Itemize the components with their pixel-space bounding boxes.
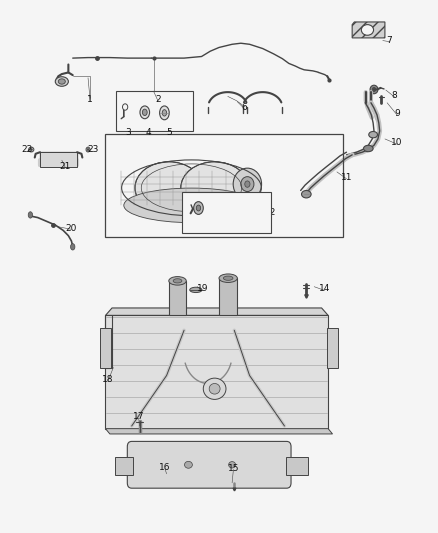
Text: 8: 8 — [392, 91, 397, 100]
Text: 18: 18 — [102, 375, 114, 384]
Ellipse shape — [162, 110, 166, 116]
Ellipse shape — [28, 147, 34, 152]
Bar — [100, 328, 111, 368]
Ellipse shape — [203, 378, 226, 399]
Ellipse shape — [196, 205, 201, 211]
Ellipse shape — [87, 149, 89, 151]
Bar — [182, 191, 272, 233]
Polygon shape — [106, 308, 328, 316]
Text: 4: 4 — [145, 128, 151, 137]
Ellipse shape — [142, 109, 147, 116]
Ellipse shape — [135, 162, 203, 214]
Text: 21: 21 — [60, 162, 71, 171]
Text: 22: 22 — [21, 145, 32, 154]
Ellipse shape — [28, 212, 32, 218]
Bar — [40, 152, 77, 166]
Bar — [115, 457, 133, 475]
Ellipse shape — [241, 176, 254, 191]
Ellipse shape — [370, 85, 378, 94]
Polygon shape — [106, 429, 332, 434]
Text: 19: 19 — [221, 199, 232, 208]
Polygon shape — [352, 22, 385, 38]
Ellipse shape — [181, 162, 248, 214]
Text: 12: 12 — [265, 208, 276, 217]
Text: 10: 10 — [392, 138, 403, 147]
Ellipse shape — [173, 279, 182, 283]
Ellipse shape — [301, 190, 311, 198]
Ellipse shape — [194, 201, 203, 214]
Ellipse shape — [219, 274, 237, 282]
Ellipse shape — [184, 462, 192, 469]
Ellipse shape — [86, 147, 90, 152]
Text: 16: 16 — [159, 463, 171, 472]
Ellipse shape — [124, 188, 259, 223]
FancyBboxPatch shape — [127, 441, 291, 488]
Text: 14: 14 — [319, 284, 330, 293]
Bar — [327, 328, 338, 368]
Ellipse shape — [55, 77, 68, 86]
Ellipse shape — [209, 383, 220, 394]
Text: 11: 11 — [341, 173, 352, 182]
Bar — [286, 457, 307, 475]
Text: 9: 9 — [394, 109, 400, 118]
Ellipse shape — [58, 79, 65, 84]
Ellipse shape — [223, 276, 233, 280]
Bar — [117, 91, 193, 131]
Ellipse shape — [372, 87, 376, 92]
Text: 7: 7 — [386, 36, 392, 45]
Ellipse shape — [233, 168, 261, 200]
Text: 23: 23 — [88, 145, 99, 154]
Text: 20: 20 — [66, 224, 77, 233]
Ellipse shape — [190, 287, 202, 293]
Ellipse shape — [71, 244, 75, 250]
Text: 15: 15 — [228, 464, 239, 473]
Text: 19: 19 — [197, 284, 208, 293]
Ellipse shape — [361, 25, 374, 35]
Ellipse shape — [30, 149, 32, 151]
Ellipse shape — [229, 462, 236, 468]
Bar — [219, 278, 237, 316]
Text: 2: 2 — [155, 94, 161, 103]
Bar — [106, 134, 343, 237]
Ellipse shape — [169, 277, 186, 285]
Ellipse shape — [369, 132, 378, 138]
Text: 1: 1 — [87, 94, 93, 103]
Ellipse shape — [245, 181, 250, 187]
Text: 5: 5 — [166, 128, 172, 137]
Ellipse shape — [123, 104, 128, 110]
Polygon shape — [106, 316, 328, 429]
Ellipse shape — [140, 106, 150, 119]
Ellipse shape — [364, 146, 373, 152]
Ellipse shape — [159, 106, 169, 120]
Text: 17: 17 — [133, 412, 145, 421]
Text: 6: 6 — [241, 102, 247, 111]
Bar — [169, 281, 186, 316]
Text: 3: 3 — [125, 128, 131, 137]
